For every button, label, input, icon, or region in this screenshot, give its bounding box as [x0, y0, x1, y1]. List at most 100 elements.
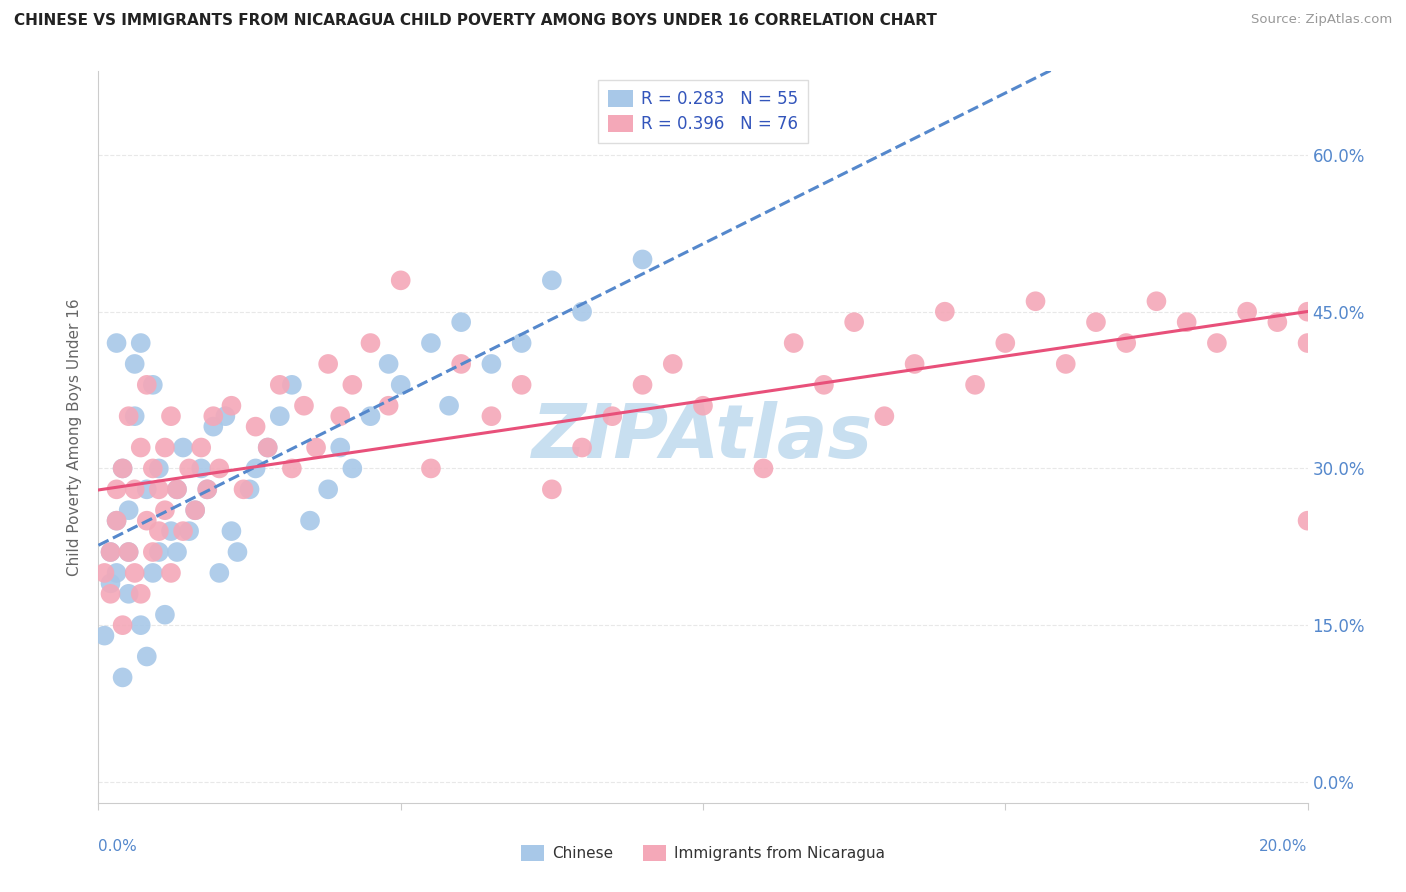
Point	[202, 419, 225, 434]
Point	[256, 441, 278, 455]
Point	[111, 461, 134, 475]
Point	[142, 566, 165, 580]
Point	[1175, 315, 1198, 329]
Point	[1024, 294, 1046, 309]
Point	[299, 514, 322, 528]
Point	[783, 336, 806, 351]
Point	[105, 483, 128, 497]
Point	[100, 576, 122, 591]
Point	[100, 545, 122, 559]
Point	[420, 336, 443, 351]
Point	[342, 461, 364, 475]
Point	[124, 566, 146, 580]
Point	[540, 483, 562, 497]
Point	[994, 336, 1017, 351]
Point	[93, 566, 115, 580]
Point	[813, 377, 835, 392]
Point	[481, 409, 503, 424]
Point	[214, 409, 236, 424]
Point	[1054, 357, 1077, 371]
Point	[105, 336, 128, 351]
Point	[190, 441, 212, 455]
Point	[1144, 294, 1167, 309]
Point	[160, 409, 183, 424]
Point	[142, 545, 165, 559]
Point	[142, 461, 165, 475]
Point	[100, 545, 122, 559]
Point	[239, 483, 262, 497]
Point	[226, 545, 249, 559]
Point	[195, 483, 218, 497]
Point	[195, 483, 218, 497]
Point	[100, 587, 122, 601]
Point	[1085, 315, 1108, 329]
Point	[118, 545, 141, 559]
Point	[292, 399, 315, 413]
Point	[360, 409, 382, 424]
Point	[360, 336, 382, 351]
Point	[450, 357, 472, 371]
Point	[111, 618, 134, 632]
Point	[377, 399, 399, 413]
Point	[105, 514, 128, 528]
Point	[208, 566, 231, 580]
Point	[172, 441, 194, 455]
Point	[202, 409, 225, 424]
Point	[450, 315, 472, 329]
Point	[1236, 304, 1258, 318]
Point	[111, 670, 134, 684]
Point	[148, 483, 170, 497]
Point	[389, 377, 412, 392]
Point	[245, 461, 267, 475]
Point	[965, 377, 987, 392]
Point	[510, 336, 533, 351]
Text: ZIPAtlas: ZIPAtlas	[533, 401, 873, 474]
Point	[153, 441, 176, 455]
Point	[153, 503, 176, 517]
Text: Source: ZipAtlas.com: Source: ZipAtlas.com	[1251, 13, 1392, 27]
Point	[481, 357, 503, 371]
Point	[316, 357, 339, 371]
Point	[166, 483, 188, 497]
Point	[602, 409, 624, 424]
Point	[124, 357, 146, 371]
Point	[1296, 514, 1319, 528]
Point	[245, 419, 267, 434]
Point	[873, 409, 896, 424]
Point	[118, 409, 141, 424]
Text: 20.0%: 20.0%	[1260, 839, 1308, 855]
Point	[661, 357, 683, 371]
Point	[184, 503, 207, 517]
Point	[190, 461, 212, 475]
Point	[118, 545, 141, 559]
Point	[135, 377, 157, 392]
Point	[269, 377, 291, 392]
Point	[135, 649, 157, 664]
Point	[148, 524, 170, 538]
Point	[1267, 315, 1289, 329]
Point	[135, 514, 157, 528]
Point	[329, 441, 352, 455]
Y-axis label: Child Poverty Among Boys Under 16: Child Poverty Among Boys Under 16	[67, 298, 83, 576]
Legend: Chinese, Immigrants from Nicaragua: Chinese, Immigrants from Nicaragua	[522, 845, 884, 861]
Point	[129, 587, 152, 601]
Point	[111, 461, 134, 475]
Point	[571, 441, 593, 455]
Point	[281, 461, 304, 475]
Point	[129, 618, 152, 632]
Point	[1296, 336, 1319, 351]
Point	[129, 336, 152, 351]
Point	[281, 377, 304, 392]
Point	[631, 377, 654, 392]
Point	[208, 461, 231, 475]
Point	[129, 441, 152, 455]
Point	[148, 461, 170, 475]
Point	[1206, 336, 1229, 351]
Point	[437, 399, 460, 413]
Point	[160, 524, 183, 538]
Point	[135, 483, 157, 497]
Point	[389, 273, 412, 287]
Point	[510, 377, 533, 392]
Point	[105, 514, 128, 528]
Point	[118, 503, 141, 517]
